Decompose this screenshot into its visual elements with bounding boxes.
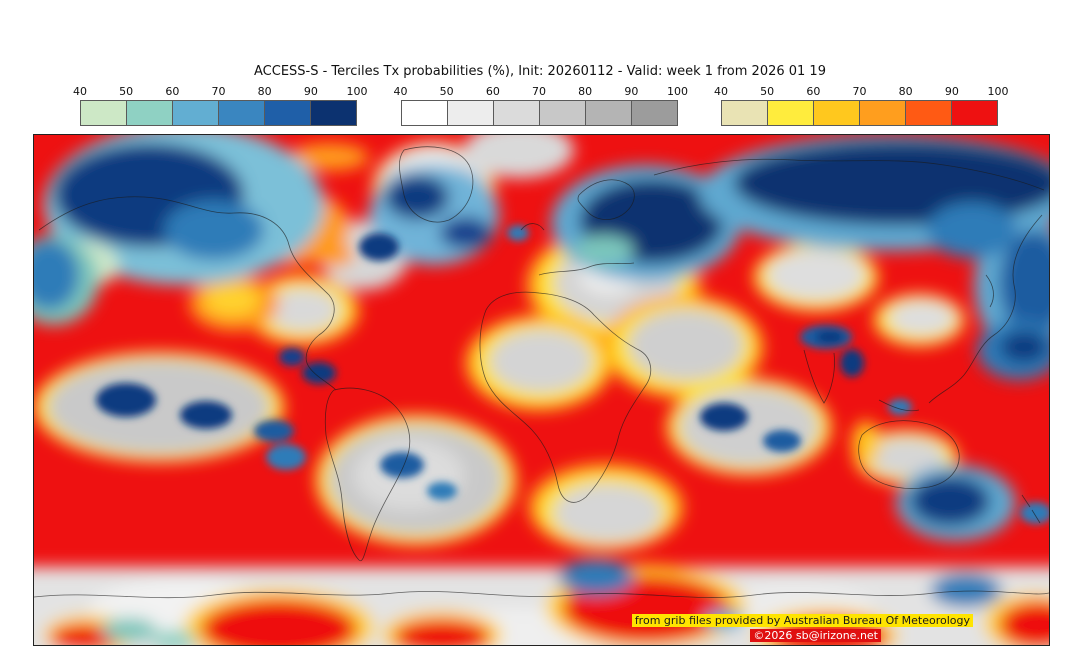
- colorbar-tick-label: 70: [211, 85, 226, 98]
- colorbar-tick-label: 100: [346, 85, 368, 98]
- colorbar-tick-label: 80: [898, 85, 913, 98]
- colorbar-tick-label: 80: [578, 85, 593, 98]
- colorbar-ticks: 40 50 60 70 80 90 100: [73, 85, 368, 100]
- map-small-blobs: [96, 225, 1049, 524]
- colorbar-tick-label: 80: [257, 85, 272, 98]
- colorbar-ticks: 40 50 60 70 80 90 100: [394, 85, 689, 100]
- colorbar-ticks: 40 50 60 70 80 90 100: [714, 85, 1009, 100]
- colorbar-cell: [768, 101, 814, 125]
- colorbar-cell: [493, 101, 540, 125]
- colorbar-tick-label: 90: [624, 85, 639, 98]
- colorbar-cell: [265, 101, 311, 125]
- colorbar-tick-label: 60: [165, 85, 180, 98]
- colorbar-cell: [539, 101, 586, 125]
- coastline-paths: [34, 146, 1049, 599]
- colorbar-cell: [311, 101, 356, 125]
- colorbar-tick-label: 40: [714, 85, 728, 98]
- colorbar-tick-label: 50: [439, 85, 454, 98]
- colorbar-tick-label: 60: [806, 85, 821, 98]
- map-graphic: [34, 135, 1049, 645]
- colorbar-tick-label: 50: [760, 85, 775, 98]
- colorbar-cell: [447, 101, 494, 125]
- colorbar-tick-label: 70: [532, 85, 546, 98]
- attribution-note: from grib files provided by Australian B…: [631, 614, 973, 627]
- colorbar-cell: [127, 101, 173, 125]
- colorbar-cell: [585, 101, 632, 125]
- colorbar-cell: [401, 101, 448, 125]
- colorbar-tick-label: 100: [667, 85, 688, 98]
- colorbar-cell: [722, 101, 768, 125]
- colorbar-cell: [906, 101, 952, 125]
- colorbar-cell: [952, 101, 997, 125]
- colorbar-tick-label: 90: [944, 85, 959, 98]
- figure-title: ACCESS-S - Terciles Tx probabilities (%)…: [254, 64, 826, 79]
- colorbar-cell: [814, 101, 860, 125]
- colorbar-cell: [173, 101, 219, 125]
- colorbar-cell: [219, 101, 265, 125]
- colorbar-tick-label: 60: [485, 85, 500, 98]
- colorbar-cell: [81, 101, 127, 125]
- colorbar-cool: 40 50 60 70 80 90 100: [73, 85, 368, 126]
- colorbar-gray: 40 50 60 70 80 90 100: [394, 85, 689, 126]
- colorbar-tick-label: 90: [303, 85, 318, 98]
- colorbar-tick-label: 100: [987, 85, 1009, 98]
- colorbar-legends: 40 50 60 70 80 90 100 40 50 60 70 80 90 100 40 50 60 70 80…: [73, 85, 1009, 126]
- world-map: from grib files provided by Australian B…: [33, 134, 1050, 646]
- colorbar-cell: [631, 101, 677, 125]
- colorbar-cells: [80, 100, 357, 126]
- colorbar-tick-label: 40: [73, 85, 87, 98]
- colorbar-tick-label: 50: [119, 85, 134, 98]
- colorbar-tick-label: 40: [393, 85, 408, 98]
- copyright-note: ©2026 sb@irizone.net: [750, 629, 881, 642]
- colorbar-cell: [860, 101, 906, 125]
- colorbar-tick-label: 70: [852, 85, 867, 98]
- colorbar-warm: 40 50 60 70 80 90 100: [714, 85, 1009, 126]
- colorbar-cells: [400, 100, 678, 126]
- colorbar-cells: [721, 100, 998, 126]
